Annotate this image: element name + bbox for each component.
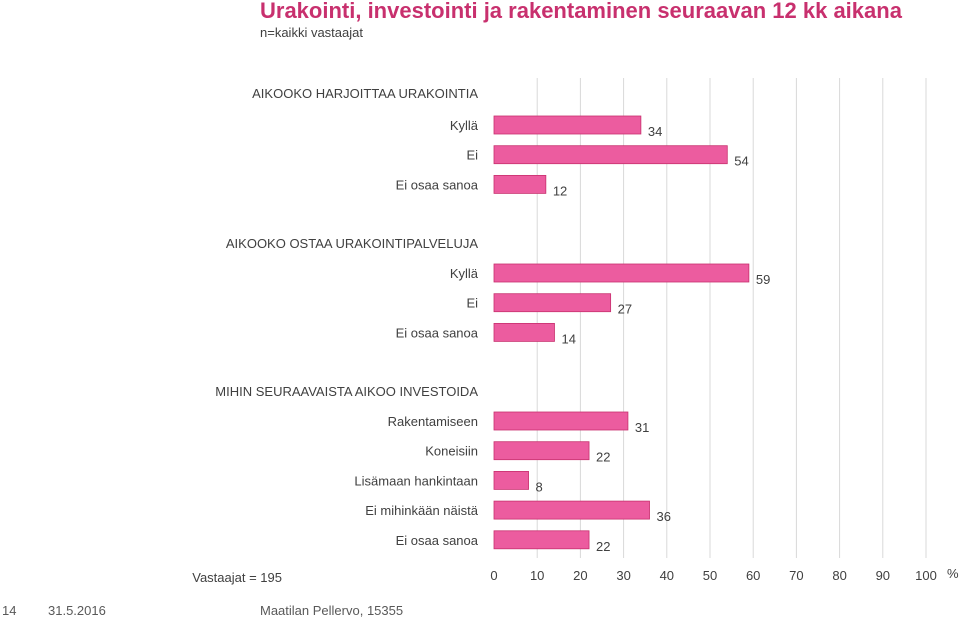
bar [493,470,529,490]
x-unit-label: % [947,566,959,581]
data-label: 31 [635,420,649,435]
category-label: Rakentamiseen [388,414,478,429]
data-label: 22 [596,539,610,554]
category-label: Kyllä [450,118,479,133]
bar [493,293,612,313]
category-label: Ei osaa sanoa [396,177,479,192]
x-tick-label: 10 [530,568,544,583]
x-tick-label: 70 [789,568,803,583]
data-label: 14 [561,331,575,346]
x-tick-label: 0 [490,568,497,583]
data-label: 8 [536,479,543,494]
data-label: 27 [618,302,632,317]
data-label: 59 [756,272,770,287]
x-tick-label: 60 [746,568,760,583]
category-label: Kyllä [450,266,479,281]
category-label: Ei osaa sanoa [396,533,479,548]
x-tick-label: 40 [660,568,674,583]
bar [493,174,547,194]
bar [493,500,650,520]
category-label: Lisämaan hankintaan [354,473,478,488]
x-tick-label: 30 [616,568,630,583]
x-tick-label: 50 [703,568,717,583]
x-tick-label: 90 [876,568,890,583]
category-label: Koneisiin [425,444,478,459]
bar [493,441,590,461]
page-number: 14 [2,603,17,618]
data-label: 36 [657,509,671,524]
x-tick-label: 80 [832,568,846,583]
group-heading: AIKOOKO HARJOITTAA URAKOINTIA [252,86,478,101]
chart-title: Urakointi, investointi ja rakentaminen s… [260,0,902,23]
bar [493,411,629,431]
data-label: 12 [553,183,567,198]
footer-author: Maatilan Pellervo, 15355 [260,603,404,618]
bar [493,530,590,550]
category-label: Ei [466,148,478,163]
bar [493,263,750,283]
category-label: Ei mihinkään näistä [365,503,478,518]
bar [493,115,642,135]
category-label: Ei osaa sanoa [396,325,479,340]
footer-date: 31.5.2016 [48,603,106,618]
data-label: 34 [648,124,662,139]
group-heading: AIKOOKO OSTAA URAKOINTIPALVELUJA [226,236,478,251]
bar [493,322,555,342]
data-label: 54 [734,154,748,169]
respondents-note: Vastaajat = 195 [192,570,282,585]
group-heading: MIHIN SEURAAVAISTA AIKOO INVESTOIDA [215,384,478,399]
x-tick-label: 20 [573,568,587,583]
x-tick-label: 100 [915,568,937,583]
category-label: Ei [466,296,478,311]
chart-subtitle: n=kaikki vastaajat [260,25,363,40]
data-label: 22 [596,450,610,465]
bar [493,145,728,165]
